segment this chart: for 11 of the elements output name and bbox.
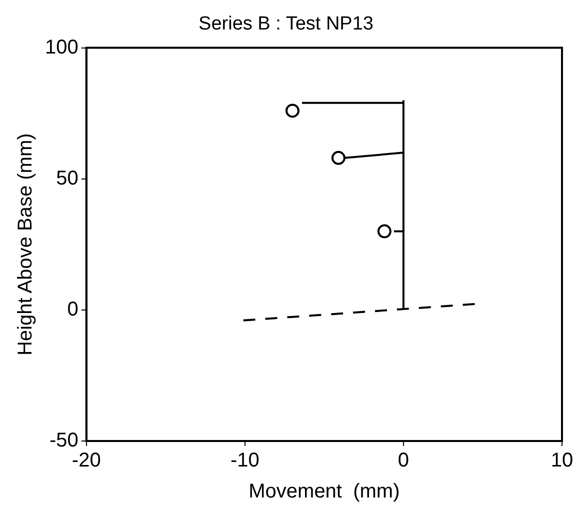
x-tick-label: 0 — [398, 450, 410, 472]
y-axis-title: Height Above Base (mm) — [14, 133, 37, 356]
chart-title: Series B : Test NP13 — [198, 14, 374, 35]
x-axis-title: Movement (mm) — [248, 480, 400, 503]
y-tick-label: 50 — [56, 167, 78, 190]
x-tick-label: 10 — [550, 450, 574, 472]
x-tick-label: -20 — [72, 450, 101, 472]
y-tick-label: 0 — [67, 298, 78, 320]
x-tick-label: -10 — [230, 450, 260, 472]
y-tick-label: 100 — [44, 36, 78, 58]
y-tick-label: -50 — [49, 430, 78, 452]
